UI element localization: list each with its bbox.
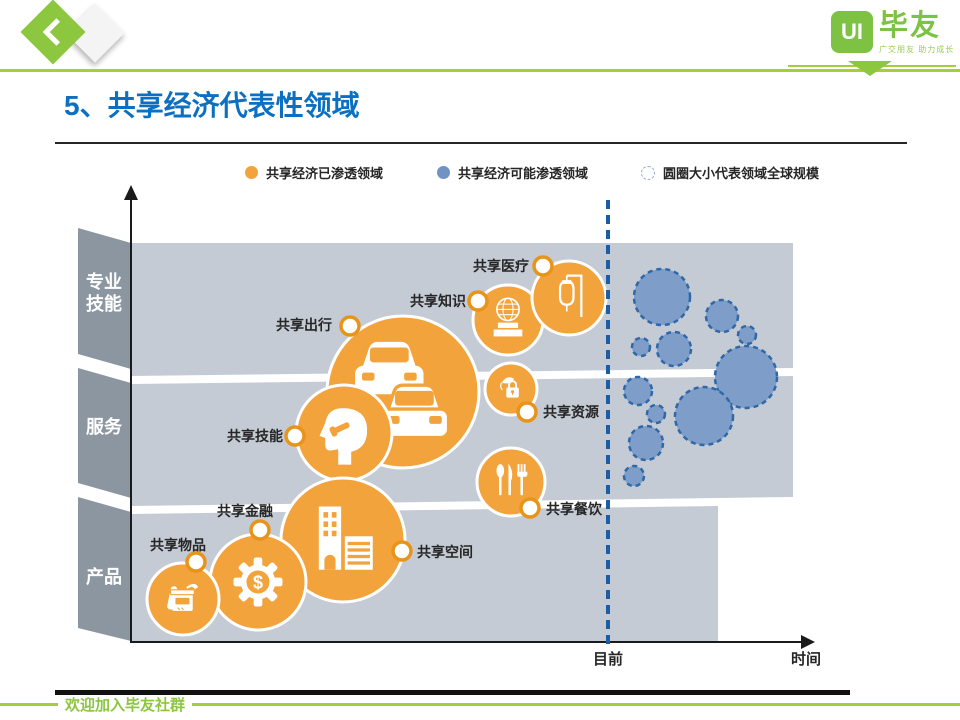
footer-text: 欢迎加入毕友社群 [65,697,186,714]
brand-swoosh-icon [788,61,956,76]
category-ribbon [78,228,131,641]
potential-bubble [736,324,758,346]
callout-dot [249,519,271,541]
bubble-group: 共享物品 [145,537,221,637]
row-band [131,243,793,376]
brand-tagline: 广交朋友 助力成长 [879,45,955,54]
bubble-group: 共享知识 [410,283,545,357]
footer: 欢迎加入毕友社群 [0,694,960,715]
potential-bubble [622,464,646,488]
bubble-label: 共享出行 [276,317,332,333]
potential-bubble [645,403,667,425]
bubble-group: 共享资源 [483,361,599,423]
page-title: 5、共享经济代表性领域 [64,90,360,121]
bubble-label: 共享资源 [543,404,599,420]
category-label: 产品 [86,566,122,587]
footer-green-line [0,703,58,706]
callout-dot [284,425,306,447]
bubble-label: 共享空间 [417,544,473,560]
callout-dot [339,315,361,337]
brand-logo: UI 毕友 广交朋友 助力成长 [831,11,954,55]
potential-bubble [713,344,779,410]
potential-bubble [673,385,735,447]
bubble-label: 共享物品 [150,537,206,553]
callout-dot [391,540,413,562]
bubble-group: 共享金融 [208,503,308,632]
potential-bubble [632,267,692,327]
callout-dot [519,497,541,519]
green-diamond-icon [20,0,86,65]
axes [124,185,815,649]
now-label: 目前 [593,650,623,668]
legend-label: 共享经济可能渗透领域 [458,166,589,181]
callout-dot [516,401,538,423]
x-axis-arrow-icon [801,635,815,649]
legend-item-potential: 共享经济可能渗透领域 [437,165,589,181]
footer-green-line [192,703,960,706]
orange-dot-icon [245,166,258,179]
gear-icon [233,557,283,607]
ui-logo-icon: UI [831,11,873,53]
potential-bubble [655,330,693,368]
dashed-circle-icon [641,165,655,180]
bubble-group: 共享餐饮 [475,446,603,519]
legend-item-size-note: 圆圈大小代表领域全球规模 [641,165,820,181]
bubble-label: 共享技能 [227,428,283,444]
blue-dot-icon [437,166,450,179]
ribbon-band [78,368,131,498]
bubble-label: 共享知识 [410,293,466,309]
bubble-label: 共享金融 [217,503,273,519]
bubble-group: 共享技能 [227,383,394,483]
footer-black-bar [55,690,850,695]
y-axis-arrow-icon [124,185,138,200]
potential-bubble [627,424,665,462]
legend-label: 圆圈大小代表领域全球规模 [663,166,820,181]
legend-label: 共享经济已渗透领域 [266,166,384,181]
potential-bubble [704,298,740,334]
bubble-group: 共享医疗 [473,255,608,337]
category-label: 专业技能 [86,271,122,314]
title-divider [55,142,907,144]
legend-item-penetrated: 共享经济已渗透领域 [245,165,384,181]
callout-dot [185,551,207,573]
potential-bubble [630,336,652,358]
callout-dot [467,290,489,312]
bubble-label: 共享医疗 [473,258,529,274]
back-button[interactable] [20,0,132,72]
bubble-group: 共享空间 [279,476,473,604]
potential-bubble [622,375,654,407]
chevron-left-icon [42,18,61,46]
category-label: 服务 [86,416,123,437]
bubble-chart: $ [78,185,821,668]
brand-name: 毕友 [879,10,942,42]
top-divider [0,69,960,72]
ribbon-band [78,497,131,641]
callout-dot [532,255,554,277]
x-axis-label: 时间 [791,650,821,668]
ribbon-band [78,228,131,369]
bubble-label: 共享餐饮 [546,501,603,517]
